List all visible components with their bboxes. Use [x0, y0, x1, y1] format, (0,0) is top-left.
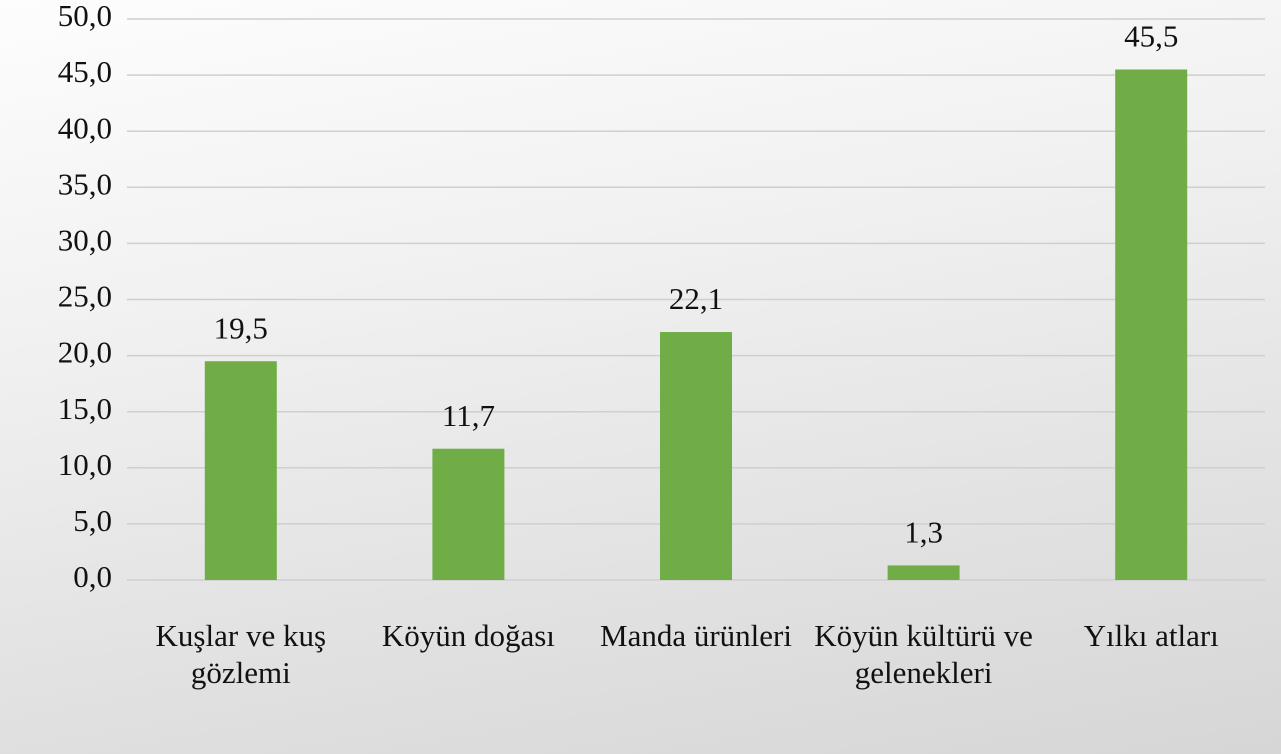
y-tick-label: 15,0 — [58, 391, 112, 426]
y-tick-label: 40,0 — [58, 110, 112, 145]
value-label: 19,5 — [214, 310, 268, 345]
x-tick-label: Manda ürünleri — [600, 618, 792, 653]
y-tick-label: 10,0 — [58, 447, 112, 482]
value-label: 45,5 — [1124, 19, 1178, 54]
y-tick-label: 50,0 — [58, 0, 112, 33]
value-label: 1,3 — [904, 515, 943, 550]
bar — [432, 448, 505, 580]
bar — [887, 565, 960, 580]
y-tick-label: 45,0 — [58, 54, 112, 89]
x-tick-label: Köyün doğası — [381, 618, 555, 653]
value-label: 22,1 — [669, 281, 723, 316]
value-label: 11,7 — [442, 398, 495, 433]
y-tick-label: 30,0 — [58, 223, 112, 258]
y-tick-label: 35,0 — [58, 166, 112, 201]
y-tick-label: 20,0 — [58, 335, 112, 370]
y-tick-label: 0,0 — [73, 559, 112, 594]
x-tick-label: Kuşlar ve kuş gözlemi — [155, 618, 327, 690]
bar — [660, 332, 732, 580]
x-tick-label: Köyün kültürü ve gelenekleri — [814, 618, 1033, 690]
bar — [1115, 69, 1188, 581]
bar — [204, 361, 277, 580]
y-tick-label: 25,0 — [58, 279, 112, 314]
x-tick-label: Yılkı atları — [1083, 618, 1219, 653]
y-tick-label: 5,0 — [73, 503, 112, 538]
